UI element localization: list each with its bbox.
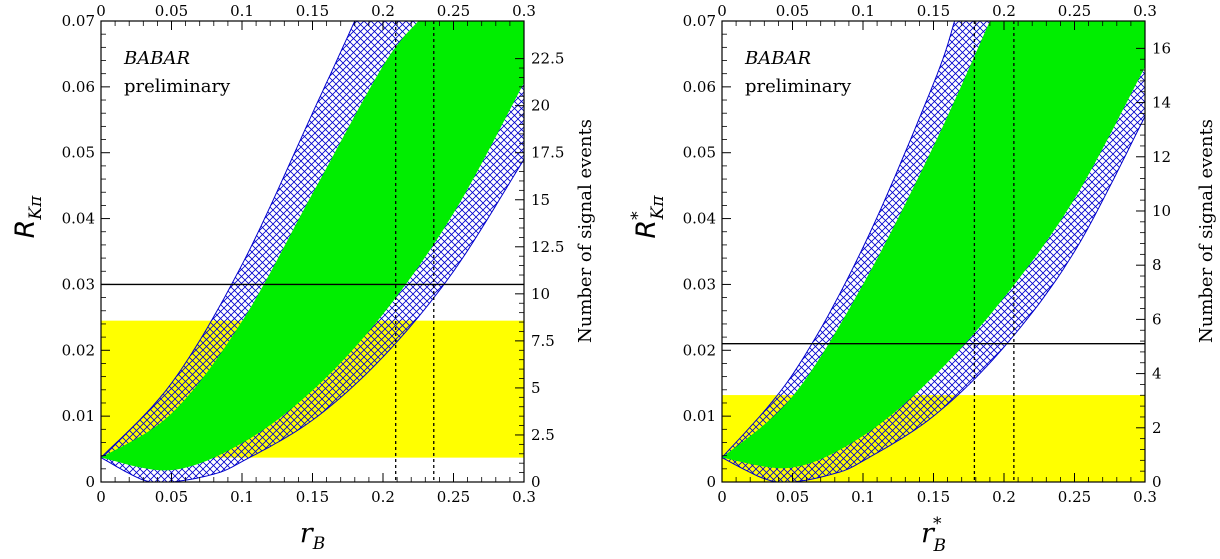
preliminary-label: preliminary	[745, 76, 852, 97]
y-tick-label: 0.07	[683, 12, 716, 30]
experiment-label: BABAR	[744, 48, 811, 69]
y-tick-label: 0.04	[62, 210, 95, 228]
y-tick-label: 0.07	[62, 12, 95, 30]
right-tick-label: 16	[1152, 39, 1171, 57]
green-band	[101, 21, 524, 471]
x-tick-label: 0.2	[992, 488, 1016, 506]
x-tick-label: 0.25	[1058, 488, 1091, 506]
right-tick-label: 8	[1152, 256, 1162, 274]
x-top-tick-label: 0.2	[992, 2, 1016, 20]
y-tick-label: 0.01	[62, 407, 95, 425]
right-tick-label: 14	[1152, 94, 1171, 112]
preliminary-label: preliminary	[124, 76, 231, 97]
y-tick-label: 0.02	[683, 341, 716, 359]
right-tick-label: 20	[531, 97, 550, 115]
right-tick-label: 22.5	[531, 50, 564, 68]
y-tick-label: 0.05	[62, 144, 95, 162]
x-tick-label: 0.3	[512, 488, 536, 506]
y-tick-label: 0.05	[683, 144, 716, 162]
plot-area	[722, 21, 1145, 482]
right-axis-label: Number of signal events	[575, 119, 596, 343]
right-tick-label: 0	[1152, 473, 1162, 491]
x-tick-label: 0.15	[296, 488, 329, 506]
y-tick-label: 0.06	[62, 78, 95, 96]
y-axis-label: R*Kπ	[628, 195, 668, 239]
chart-panel-2: 000.050.050.10.10.150.150.20.20.250.250.…	[628, 2, 1217, 556]
plot-area	[101, 21, 524, 482]
x-axis-label: r* B	[921, 514, 946, 556]
x-top-tick-label: 0.25	[437, 2, 470, 20]
x-top-tick-label: 0.05	[776, 2, 809, 20]
x-tick-label: 0.1	[851, 488, 875, 506]
right-tick-label: 2	[1152, 419, 1162, 437]
right-tick-label: 10	[531, 285, 550, 303]
x-top-tick-label: 0.3	[1133, 2, 1157, 20]
x-tick-label: 0	[96, 488, 106, 506]
x-tick-label: 0.15	[917, 488, 950, 506]
right-tick-label: 5	[531, 379, 541, 397]
x-top-tick-label: 0.05	[155, 2, 188, 20]
right-tick-label: 4	[1152, 365, 1162, 383]
right-tick-label: 6	[1152, 310, 1162, 328]
right-axis-label: Number of signal events	[1196, 119, 1217, 343]
x-top-tick-label: 0	[96, 2, 106, 20]
y-tick-label: 0.01	[683, 407, 716, 425]
y-tick-label: 0	[706, 473, 716, 491]
y-tick-label: 0.02	[62, 341, 95, 359]
right-tick-label: 15	[531, 191, 550, 209]
right-tick-label: 12.5	[531, 238, 564, 256]
x-top-tick-label: 0.15	[917, 2, 950, 20]
x-tick-label: 0.25	[437, 488, 470, 506]
y-tick-label: 0.04	[683, 210, 716, 228]
green-band	[722, 21, 1145, 469]
y-axis-label: RKπ	[10, 195, 46, 238]
x-top-tick-label: 0.1	[851, 2, 875, 20]
right-tick-label: 12	[1152, 148, 1171, 166]
y-tick-label: 0.03	[683, 275, 716, 293]
right-tick-label: 17.5	[531, 144, 564, 162]
x-top-tick-label: 0.15	[296, 2, 329, 20]
x-tick-label: 0.05	[776, 488, 809, 506]
x-top-tick-label: 0.25	[1058, 2, 1091, 20]
x-tick-label: 0	[717, 488, 727, 506]
x-top-tick-label: 0.1	[230, 2, 254, 20]
x-axis-label: rB	[300, 518, 325, 554]
right-tick-label: 2.5	[531, 426, 555, 444]
y-tick-label: 0.06	[683, 78, 716, 96]
x-top-tick-label: 0.2	[371, 2, 395, 20]
y-tick-label: 0	[85, 473, 95, 491]
right-tick-label: 10	[1152, 202, 1171, 220]
x-tick-label: 0.05	[155, 488, 188, 506]
right-tick-label: 0	[531, 473, 541, 491]
x-tick-label: 0.1	[230, 488, 254, 506]
chart-panel-1: 000.050.050.10.10.150.150.20.20.250.250.…	[10, 2, 596, 554]
y-tick-label: 0.03	[62, 275, 95, 293]
x-tick-label: 0.2	[371, 488, 395, 506]
x-top-tick-label: 0	[717, 2, 727, 20]
right-tick-label: 7.5	[531, 332, 555, 350]
x-top-tick-label: 0.3	[512, 2, 536, 20]
experiment-label: BABAR	[123, 48, 190, 69]
x-tick-label: 0.3	[1133, 488, 1157, 506]
